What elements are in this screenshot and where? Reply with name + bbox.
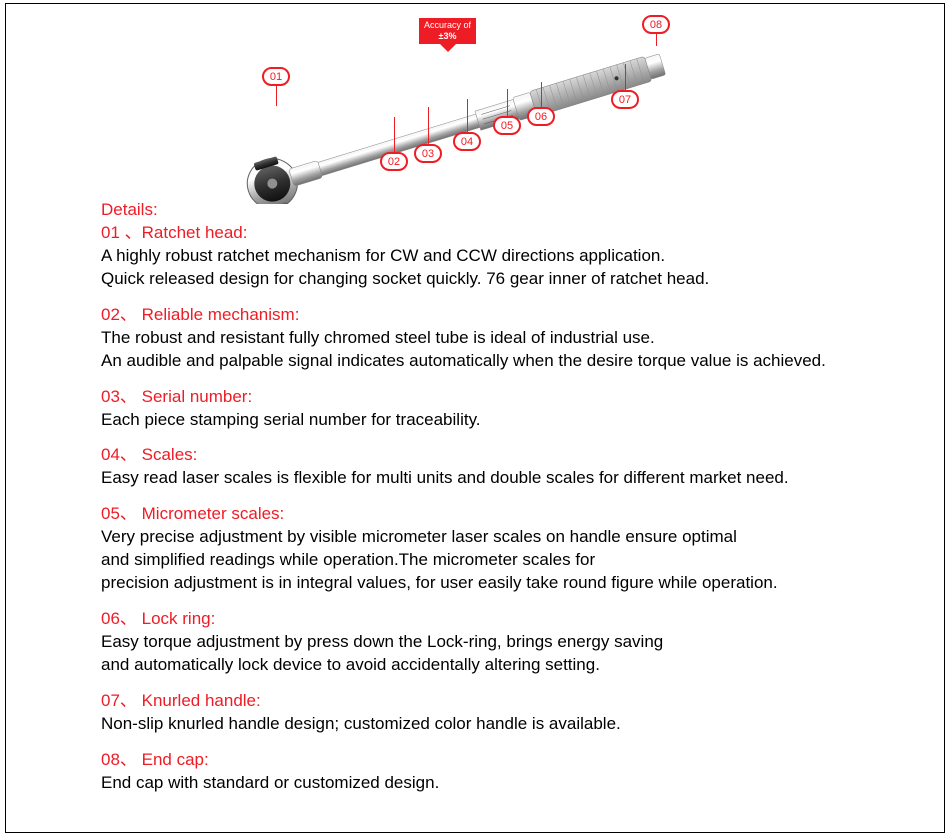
callout-line-01 — [276, 86, 277, 106]
callout-line-06 — [541, 82, 542, 107]
detail-item: 08、 End cap:End cap with standard or cus… — [101, 749, 849, 795]
main-container: Accuracy of ±3% 01 02 03 04 05 06 07 08 … — [5, 3, 945, 833]
callout-05: 05 — [493, 116, 521, 135]
callout-line-03 — [428, 107, 429, 144]
detail-heading: 01 、Ratchet head: — [101, 222, 849, 245]
callout-line-04 — [467, 99, 468, 132]
detail-heading: 05、 Micrometer scales: — [101, 503, 849, 526]
callout-01: 01 — [262, 67, 290, 86]
detail-text: Each piece stamping serial number for tr… — [101, 409, 849, 432]
callout-line-08 — [656, 34, 657, 46]
detail-heading: 07、 Knurled handle: — [101, 690, 849, 713]
accuracy-line2: ±3% — [424, 31, 471, 42]
callout-line-02 — [394, 117, 395, 152]
callout-08: 08 — [642, 15, 670, 34]
detail-text: End cap with standard or customized desi… — [101, 772, 849, 795]
detail-heading: 06、 Lock ring: — [101, 608, 849, 631]
accuracy-line1: Accuracy of — [424, 20, 471, 31]
product-diagram-area: Accuracy of ±3% 01 02 03 04 05 06 07 08 — [6, 4, 944, 199]
detail-item: 07、 Knurled handle:Non-slip knurled hand… — [101, 690, 849, 736]
detail-item: 05、 Micrometer scales:Very precise adjus… — [101, 503, 849, 595]
detail-text: Easy torque adjustment by press down the… — [101, 631, 849, 677]
details-section: Details: 01 、Ratchet head:A highly robus… — [6, 199, 944, 795]
accuracy-badge: Accuracy of ±3% — [419, 18, 476, 44]
detail-text: A highly robust ratchet mechanism for CW… — [101, 245, 849, 291]
detail-item: 03、 Serial number:Each piece stamping se… — [101, 386, 849, 432]
callout-03: 03 — [414, 144, 442, 163]
detail-text: Easy read laser scales is flexible for m… — [101, 467, 849, 490]
detail-heading: 04、 Scales: — [101, 444, 849, 467]
detail-item: 06、 Lock ring:Easy torque adjustment by … — [101, 608, 849, 677]
torque-wrench-illustration — [226, 29, 706, 204]
callout-04: 04 — [453, 132, 481, 151]
callout-line-05 — [507, 89, 508, 116]
detail-text: Very precise adjustment by visible micro… — [101, 526, 849, 595]
callout-06: 06 — [527, 107, 555, 126]
detail-item: 01 、Ratchet head:A highly robust ratchet… — [101, 222, 849, 291]
detail-text: Non-slip knurled handle design; customiz… — [101, 713, 849, 736]
callout-02: 02 — [380, 152, 408, 171]
callout-line-07 — [625, 64, 626, 90]
detail-heading: 02、 Reliable mechanism: — [101, 304, 849, 327]
detail-text: The robust and resistant fully chromed s… — [101, 327, 849, 373]
detail-item: 02、 Reliable mechanism:The robust and re… — [101, 304, 849, 373]
callout-07: 07 — [611, 90, 639, 109]
detail-item: 04、 Scales:Easy read laser scales is fle… — [101, 444, 849, 490]
details-list: 01 、Ratchet head:A highly robust ratchet… — [101, 222, 849, 795]
detail-heading: 03、 Serial number: — [101, 386, 849, 409]
detail-heading: 08、 End cap: — [101, 749, 849, 772]
